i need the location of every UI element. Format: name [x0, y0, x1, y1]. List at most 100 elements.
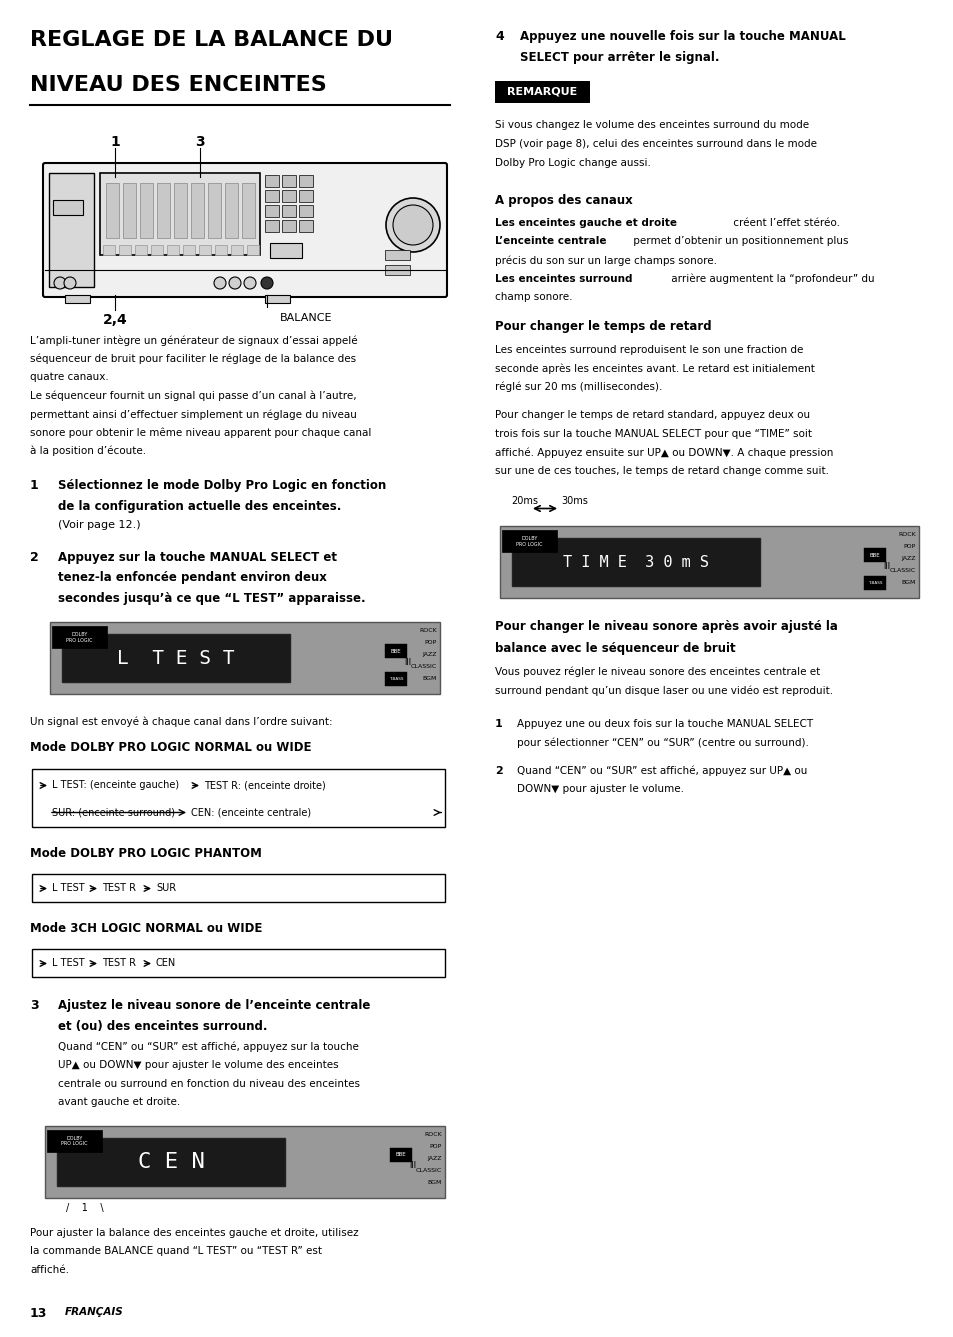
Text: Quand “CEN” ou “SUR” est affiché, appuyez sur la touche: Quand “CEN” ou “SUR” est affiché, appuye… — [58, 1042, 358, 1052]
Bar — [298, 175, 313, 187]
Text: C E N: C E N — [137, 1152, 204, 1173]
Text: REMARQUE: REMARQUE — [507, 87, 577, 96]
Text: POP: POP — [902, 544, 915, 550]
Circle shape — [393, 205, 433, 245]
Bar — [265, 205, 278, 217]
Text: JAZZ: JAZZ — [427, 1157, 441, 1161]
Text: A propos des canaux: A propos des canaux — [495, 194, 632, 207]
Bar — [282, 175, 295, 187]
Text: centrale ou surround en fonction du niveau des enceintes: centrale ou surround en fonction du nive… — [58, 1079, 359, 1090]
Text: Dolby Pro Logic change aussi.: Dolby Pro Logic change aussi. — [495, 158, 650, 167]
Text: 1: 1 — [495, 719, 502, 729]
Text: CEN: (enceinte centrale): CEN: (enceinte centrale) — [191, 808, 311, 817]
Text: SUR: (enceinte surround): SUR: (enceinte surround) — [52, 808, 174, 817]
Text: POP: POP — [424, 640, 436, 646]
Text: Sélectionnez le mode Dolby Pro Logic en fonction: Sélectionnez le mode Dolby Pro Logic en … — [58, 480, 386, 492]
Bar — [282, 205, 295, 217]
Text: réglé sur 20 ms (millisecondes).: réglé sur 20 ms (millisecondes). — [495, 382, 661, 393]
Text: Mode DOLBY PRO LOGIC PHANTOM: Mode DOLBY PRO LOGIC PHANTOM — [30, 848, 262, 861]
Text: UP▲ ou DOWN▼ pour ajuster le volume des enceintes: UP▲ ou DOWN▼ pour ajuster le volume des … — [58, 1060, 338, 1071]
Circle shape — [54, 277, 66, 289]
Text: Les enceintes surround reproduisent le son une fraction de: Les enceintes surround reproduisent le s… — [495, 345, 802, 356]
Text: 20ms: 20ms — [511, 496, 537, 507]
Bar — [62, 635, 290, 682]
Bar — [45, 1126, 444, 1198]
Text: créent l’effet stéréo.: créent l’effet stéréo. — [729, 218, 840, 229]
Text: DOLBY
PRO LOGIC: DOLBY PRO LOGIC — [61, 1135, 88, 1146]
Text: BBE: BBE — [391, 648, 401, 654]
Text: Les enceintes gauche et droite: Les enceintes gauche et droite — [495, 218, 677, 229]
Bar — [512, 539, 760, 587]
Bar — [298, 221, 313, 233]
Text: /    1    \: / 1 \ — [66, 1203, 104, 1213]
Bar — [499, 527, 918, 599]
Circle shape — [244, 277, 255, 289]
Text: FRANÇAIS: FRANÇAIS — [65, 1308, 124, 1317]
Text: permet d’obtenir un positionnement plus: permet d’obtenir un positionnement plus — [629, 237, 847, 246]
Text: BGM: BGM — [427, 1181, 441, 1185]
Text: JAZZ: JAZZ — [901, 556, 915, 562]
Text: Vous pouvez régler le niveau sonore des enceintes centrale et: Vous pouvez régler le niveau sonore des … — [495, 667, 820, 678]
Text: SELECT pour arrêter le signal.: SELECT pour arrêter le signal. — [519, 51, 719, 63]
Bar — [167, 245, 179, 255]
Circle shape — [64, 277, 76, 289]
Circle shape — [229, 277, 241, 289]
Text: BGM: BGM — [422, 677, 436, 682]
Text: à la position d’écoute.: à la position d’écoute. — [30, 447, 146, 456]
Bar — [32, 770, 444, 828]
Text: arrière augmentent la “profondeur” du: arrière augmentent la “profondeur” du — [667, 274, 874, 283]
Text: Le séquenceur fournit un signal qui passe d’un canal à l’autre,: Le séquenceur fournit un signal qui pass… — [30, 390, 356, 401]
Bar — [119, 245, 131, 255]
Circle shape — [261, 277, 273, 289]
Text: 1: 1 — [110, 135, 120, 148]
Bar — [151, 245, 163, 255]
Bar — [385, 265, 410, 275]
Bar — [57, 1138, 285, 1186]
Text: BGM: BGM — [901, 580, 915, 586]
Text: SUR: SUR — [156, 884, 176, 893]
Bar — [298, 190, 313, 202]
Bar — [501, 531, 557, 552]
Bar — [106, 183, 119, 238]
Bar — [265, 175, 278, 187]
Text: CLASSIC: CLASSIC — [411, 664, 436, 670]
Circle shape — [386, 198, 439, 251]
Bar — [52, 627, 107, 648]
Text: 4: 4 — [495, 29, 503, 43]
Text: lll: lll — [882, 562, 890, 571]
Text: Pour ajuster la balance des enceintes gauche et droite, utilisez: Pour ajuster la balance des enceintes ga… — [30, 1227, 358, 1238]
Bar — [495, 80, 589, 103]
Text: L  T E S T: L T E S T — [117, 648, 234, 668]
Text: ROCK: ROCK — [898, 532, 915, 537]
Bar — [65, 295, 90, 303]
Text: Appuyez sur la touche MANUAL SELECT et: Appuyez sur la touche MANUAL SELECT et — [58, 551, 336, 564]
Text: DSP (voir page 8), celui des enceintes surround dans le mode: DSP (voir page 8), celui des enceintes s… — [495, 139, 816, 148]
Text: BALANCE: BALANCE — [280, 313, 333, 324]
Text: T I M E  3 0 m S: T I M E 3 0 m S — [562, 555, 708, 570]
Bar — [135, 245, 147, 255]
Text: NIVEAU DES ENCEINTES: NIVEAU DES ENCEINTES — [30, 75, 327, 95]
Text: T-BASS: T-BASS — [867, 582, 882, 586]
Bar — [265, 190, 278, 202]
Text: 1: 1 — [30, 480, 39, 492]
Text: avant gauche et droite.: avant gauche et droite. — [58, 1098, 180, 1107]
Text: TEST R: TEST R — [102, 884, 136, 893]
Text: séquenceur de bruit pour faciliter le réglage de la balance des: séquenceur de bruit pour faciliter le ré… — [30, 353, 355, 364]
Text: DOLBY
PRO LOGIC: DOLBY PRO LOGIC — [66, 632, 92, 643]
Text: 30ms: 30ms — [561, 496, 588, 507]
Circle shape — [213, 277, 226, 289]
Text: Quand “CEN” ou “SUR” est affiché, appuyez sur UP▲ ou: Quand “CEN” ou “SUR” est affiché, appuye… — [517, 766, 806, 777]
Text: et (ou) des enceintes surround.: et (ou) des enceintes surround. — [58, 1020, 267, 1034]
Text: précis du son sur un large champs sonore.: précis du son sur un large champs sonore… — [495, 255, 717, 266]
Bar — [183, 245, 194, 255]
Bar — [47, 1130, 102, 1152]
Bar — [242, 183, 254, 238]
Text: Mode 3CH LOGIC NORMAL ou WIDE: Mode 3CH LOGIC NORMAL ou WIDE — [30, 923, 262, 936]
Bar — [385, 673, 407, 686]
Text: BBE: BBE — [395, 1152, 406, 1158]
Text: lll: lll — [404, 658, 411, 667]
Bar — [214, 245, 227, 255]
Text: pour sélectionner “CEN” ou “SUR” (centre ou surround).: pour sélectionner “CEN” ou “SUR” (centre… — [517, 738, 808, 747]
Text: affiché.: affiché. — [30, 1265, 69, 1275]
Text: (Voir page 12.): (Voir page 12.) — [58, 520, 140, 531]
